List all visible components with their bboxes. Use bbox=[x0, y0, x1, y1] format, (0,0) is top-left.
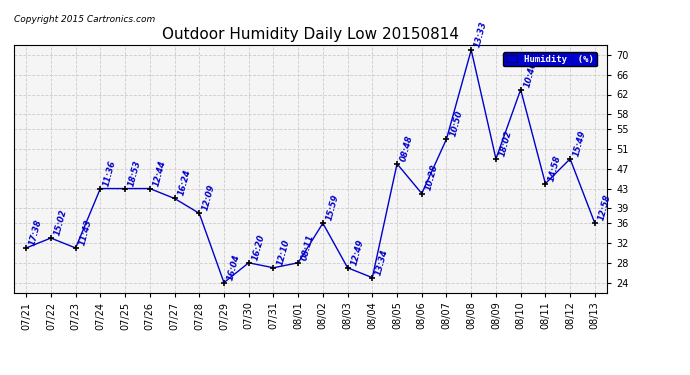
Text: 14:58: 14:58 bbox=[547, 154, 563, 182]
Text: 15:49: 15:49 bbox=[572, 129, 588, 158]
Text: Copyright 2015 Cartronics.com: Copyright 2015 Cartronics.com bbox=[14, 15, 155, 24]
Text: 15:02: 15:02 bbox=[53, 208, 68, 237]
Text: 13:33: 13:33 bbox=[473, 20, 489, 48]
Text: 08:11: 08:11 bbox=[300, 233, 316, 261]
Text: 12:09: 12:09 bbox=[201, 183, 217, 212]
Text: 16:04: 16:04 bbox=[226, 253, 241, 281]
Text: 18:53: 18:53 bbox=[127, 159, 143, 187]
Text: 08:48: 08:48 bbox=[399, 134, 415, 162]
Text: 17:38: 17:38 bbox=[28, 218, 43, 246]
Text: 12:49: 12:49 bbox=[350, 238, 365, 266]
Text: 10:50: 10:50 bbox=[448, 109, 464, 138]
Text: 10:46: 10:46 bbox=[522, 60, 538, 88]
Text: 12:58: 12:58 bbox=[597, 194, 613, 222]
Text: 12:44: 12:44 bbox=[152, 159, 168, 187]
Text: 13:34: 13:34 bbox=[374, 248, 390, 276]
Text: 12:10: 12:10 bbox=[275, 238, 291, 266]
Text: 11:43: 11:43 bbox=[77, 218, 93, 246]
Text: 18:02: 18:02 bbox=[498, 129, 513, 158]
Text: 10:28: 10:28 bbox=[424, 164, 440, 192]
Text: 11:36: 11:36 bbox=[102, 159, 118, 187]
Text: 16:24: 16:24 bbox=[177, 169, 192, 197]
Legend: Humidity  (%): Humidity (%) bbox=[504, 52, 597, 66]
Text: 15:59: 15:59 bbox=[325, 194, 340, 222]
Text: 16:20: 16:20 bbox=[250, 233, 266, 261]
Title: Outdoor Humidity Daily Low 20150814: Outdoor Humidity Daily Low 20150814 bbox=[162, 27, 459, 42]
